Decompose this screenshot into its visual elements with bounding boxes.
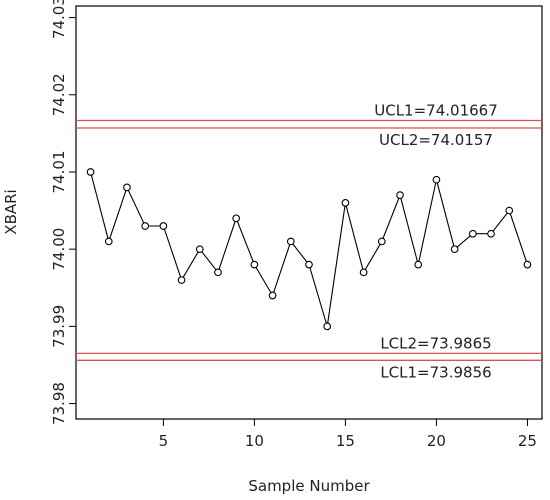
data-point — [396, 191, 404, 199]
y-tick-label: 74.03 — [50, 0, 68, 39]
x-tick-label: 5 — [159, 432, 169, 450]
data-point — [523, 260, 532, 269]
data-point — [341, 199, 350, 207]
x-tick-label: 15 — [336, 432, 355, 450]
x-axis: 5 10 15 20 25 — [159, 419, 537, 450]
control-limits: UCL1=74.01667 UCL2=74.0157 LCL2=73.9865 LCL… — [76, 101, 542, 381]
control-limit-label: LCL2=73.9865 — [380, 334, 491, 352]
data-point — [104, 237, 113, 246]
data-point — [468, 229, 477, 238]
data-point — [250, 260, 259, 269]
x-tick-label: 25 — [518, 432, 537, 450]
data-point — [359, 268, 368, 277]
plot-frame — [75, 5, 543, 420]
x-axis-title: Sample Number — [248, 477, 370, 495]
data-point — [177, 276, 186, 284]
y-tick-label: 74.01 — [50, 150, 68, 193]
y-tick-label: 73.98 — [50, 382, 68, 425]
data-point — [377, 237, 386, 246]
data-point — [286, 237, 295, 246]
series-layer — [86, 168, 532, 331]
data-point — [159, 222, 168, 230]
data-point — [195, 245, 204, 254]
data-point — [414, 260, 423, 269]
data-point — [305, 260, 313, 269]
y-tick-label: 74.02 — [50, 73, 68, 116]
y-axis-title: XBARi — [2, 189, 20, 234]
data-point — [323, 322, 332, 331]
data-point — [505, 206, 514, 215]
data-point — [214, 268, 222, 277]
data-point — [86, 168, 95, 176]
data-point — [232, 214, 241, 223]
data-point — [123, 183, 131, 192]
data-point — [450, 245, 459, 254]
data-point — [487, 229, 495, 238]
x-tick-label: 20 — [427, 432, 446, 450]
x-tick-label: 10 — [245, 432, 264, 450]
control-limit-label: UCL2=74.0157 — [379, 131, 493, 149]
data-point — [432, 175, 441, 184]
y-axis: 73.98 73.99 74.00 74.01 74.02 74.03 — [50, 0, 76, 425]
y-tick-label: 73.99 — [50, 305, 68, 348]
series-line — [90, 171, 528, 327]
control-limit-label: LCL1=73.9856 — [380, 363, 491, 381]
y-tick-label: 74.00 — [50, 228, 68, 271]
control-limit-label: UCL1=74.01667 — [374, 101, 498, 119]
data-point — [141, 222, 150, 230]
data-point — [268, 291, 277, 300]
